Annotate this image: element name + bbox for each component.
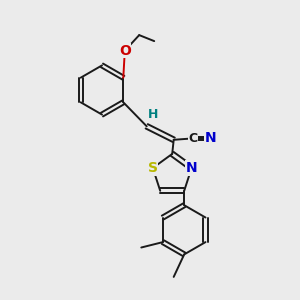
Text: C: C	[188, 132, 197, 145]
Text: H: H	[148, 108, 158, 121]
Text: N: N	[186, 161, 197, 175]
Text: N: N	[205, 131, 217, 145]
Text: O: O	[119, 44, 131, 58]
Text: S: S	[148, 161, 158, 175]
